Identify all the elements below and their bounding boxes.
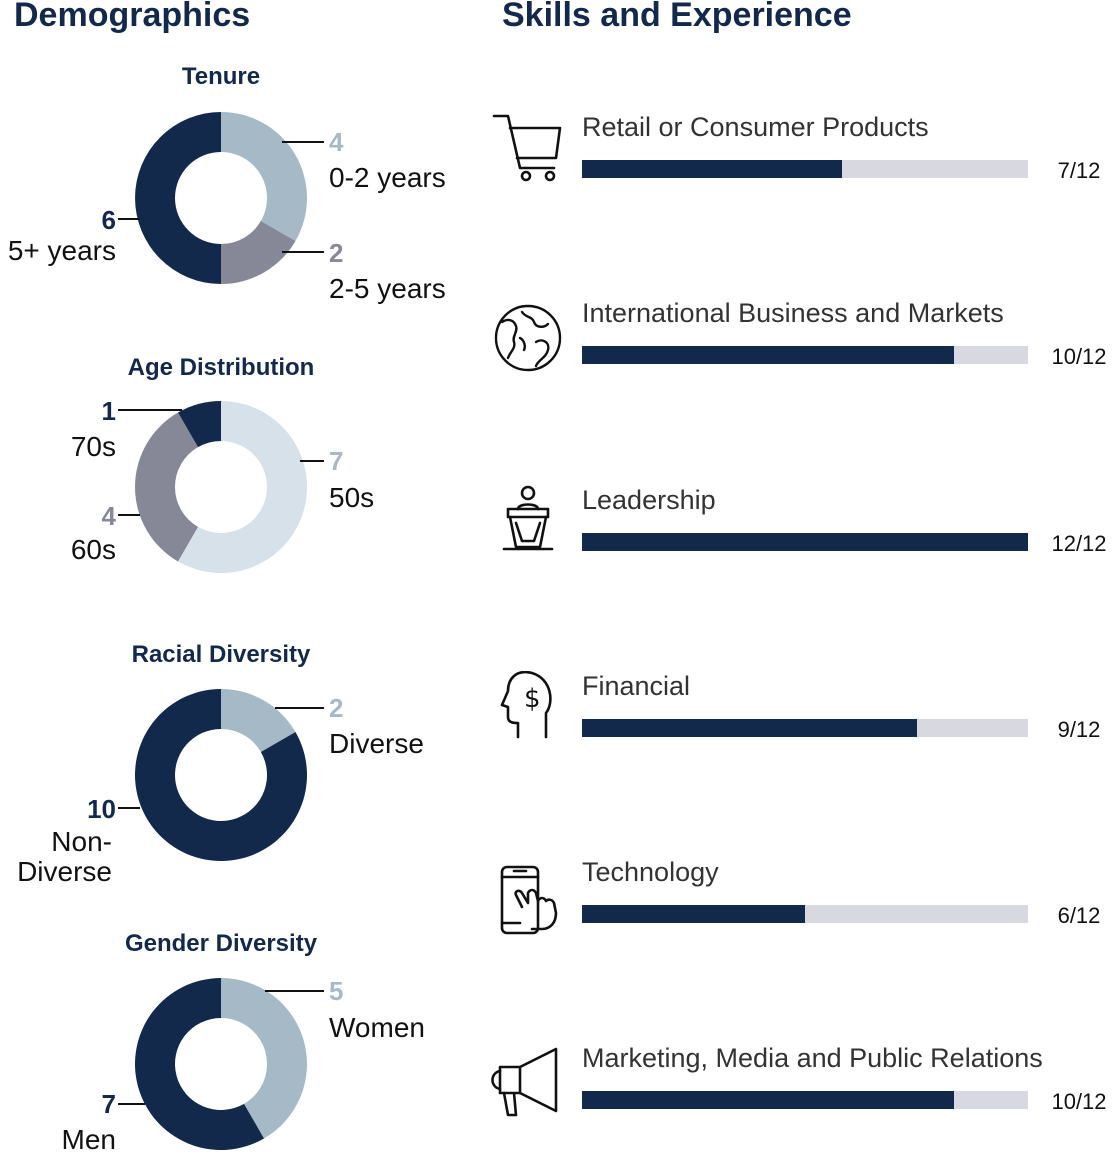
skill-row-leadership: Leadership 12/12	[0, 485, 1118, 575]
skill-row-marketing: Marketing, Media and Public Relations 10…	[0, 1043, 1118, 1133]
slice-count: 10	[87, 794, 116, 824]
skill-bar-fill	[582, 719, 917, 737]
skill-bar-fill	[582, 160, 843, 178]
donut-slice	[178, 401, 221, 448]
donut-slice	[221, 978, 307, 1139]
skill-count: 9/12	[1057, 717, 1101, 742]
skill-bar-track	[582, 160, 1028, 178]
skill-bar-track	[582, 533, 1028, 551]
donut-title: Gender Diversity	[125, 930, 318, 957]
slice-count: 4	[329, 127, 344, 157]
skill-count: 10/12	[1051, 344, 1107, 369]
slice-label: Diverse	[17, 856, 112, 887]
skill-count: 12/12	[1051, 531, 1107, 556]
skill-label: Leadership	[582, 485, 716, 515]
slice-count: 6	[102, 205, 116, 235]
donut-slice	[221, 221, 296, 284]
slice-label: 0-2 years	[329, 162, 446, 193]
slice-count: 2	[329, 238, 343, 268]
globe-icon	[494, 304, 562, 372]
skill-row-retail: Retail or Consumer Products 7/12	[0, 112, 1118, 202]
skill-row-technology: Technology 6/12	[0, 857, 1118, 947]
skill-count: 6/12	[1057, 903, 1101, 928]
skill-label: Retail or Consumer Products	[582, 112, 929, 142]
donut-title: Age Distribution	[128, 354, 315, 381]
slice-label: 70s	[71, 431, 116, 462]
donut-title: Racial Diversity	[132, 641, 311, 668]
skill-bar-track	[582, 719, 1028, 737]
skill-count: 7/12	[1057, 158, 1101, 183]
slice-label: 60s	[71, 534, 116, 565]
demographics-heading: Demographics	[14, 0, 251, 34]
slice-count: 5	[329, 976, 343, 1006]
donut-slice	[178, 401, 307, 574]
megaphone-icon	[491, 1047, 558, 1117]
slice-label: 5+ years	[8, 235, 116, 266]
skill-label: Marketing, Media and Public Relations	[582, 1043, 1043, 1073]
slice-label: Men	[62, 1124, 116, 1155]
donut-slice	[134, 978, 264, 1150]
donut-slice	[221, 112, 307, 241]
svg-text:$: $	[524, 684, 541, 714]
skill-bar-track	[582, 1091, 1028, 1109]
slice-label: Diverse	[329, 728, 424, 759]
skill-label: International Business and Markets	[582, 298, 1004, 328]
skill-label: Technology	[582, 857, 719, 887]
slice-label: 2-5 years	[329, 273, 446, 304]
skill-bar-track	[582, 905, 1028, 923]
skill-label: Financial	[582, 671, 691, 701]
slice-label: 50s	[329, 482, 374, 513]
slice-label: Women	[329, 1012, 425, 1043]
skill-row-international: International Business and Markets 10/12	[0, 298, 1118, 388]
skill-row-financial: $ Financial 9/12	[0, 671, 1118, 761]
donut-title: Tenure	[182, 63, 260, 90]
skill-count: 10/12	[1051, 1089, 1107, 1114]
donut-slice	[221, 689, 296, 752]
slice-label: Non-	[51, 826, 112, 857]
skill-bar-fill	[582, 905, 805, 923]
shopping-cart-icon	[492, 114, 562, 182]
skill-bar-track	[582, 346, 1028, 364]
skill-bar-fill	[582, 533, 1028, 551]
skill-bar-fill	[582, 346, 954, 364]
phone-touch-icon	[500, 865, 558, 935]
skill-bar-fill	[582, 1091, 954, 1109]
slice-count: 7	[329, 446, 343, 476]
slice-count: 4	[102, 501, 117, 531]
slice-count: 2	[329, 693, 343, 723]
skills-heading: Skills and Experience	[502, 0, 852, 34]
donut-slice	[135, 112, 221, 284]
slice-count: 7	[102, 1089, 116, 1119]
donut-slice	[135, 412, 198, 562]
podium-speaker-icon	[502, 485, 554, 551]
slice-count: 1	[102, 396, 116, 426]
demographics-donut-charts: Tenure 4 0-2 years 2 2-5 years 65+ years Age D…	[8, 63, 446, 1155]
donut-slice	[134, 689, 307, 862]
head-dollar-icon: $	[500, 671, 552, 739]
